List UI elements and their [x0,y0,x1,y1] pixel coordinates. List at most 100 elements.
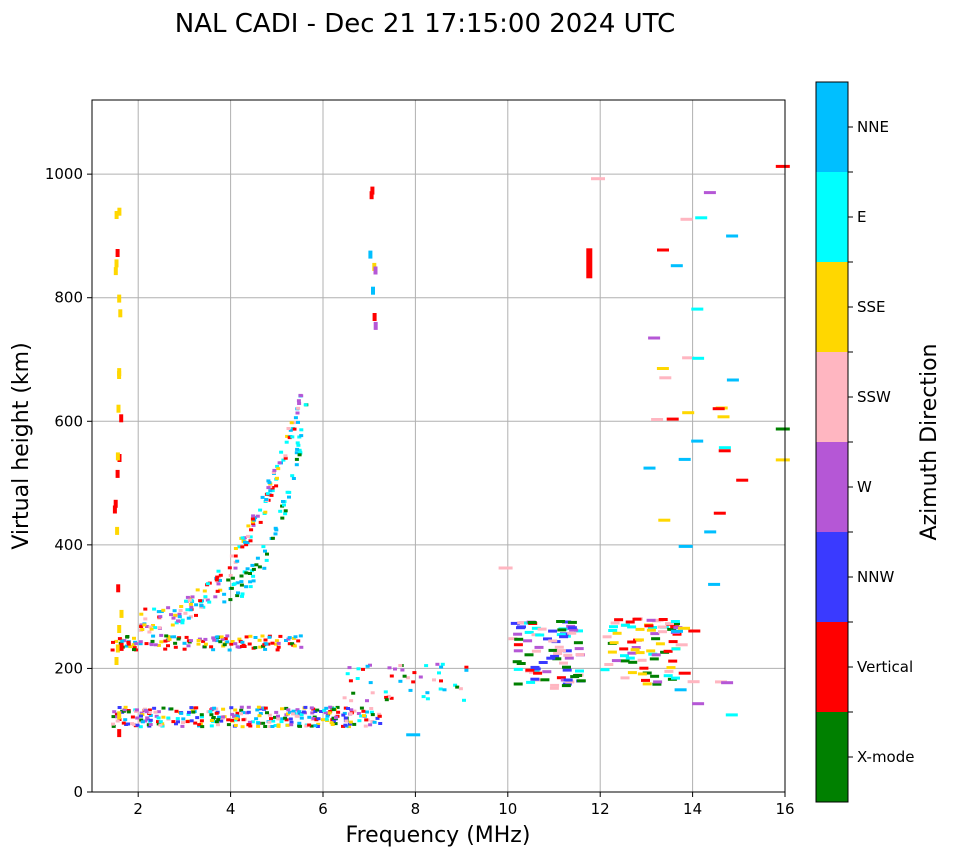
data-point [369,191,374,200]
data-point [176,720,180,724]
data-point [713,511,726,515]
data-point [182,647,187,651]
data-point [189,719,194,723]
data-point [324,717,329,721]
data-point [173,641,178,645]
data-point [178,609,183,612]
data-point [276,714,280,718]
data-point [260,495,265,499]
data-point [356,667,361,671]
chart-title: NAL CADI - Dec 21 17:15:00 2024 UTC [175,9,675,39]
x-axis-label: Frequency (MHz) [346,823,531,848]
data-point [418,675,423,679]
data-point [704,530,717,534]
data-point [271,471,276,474]
data-point [115,469,120,478]
data-point [134,648,139,652]
data-point [244,635,249,639]
data-point [530,669,540,672]
data-point [263,510,268,514]
data-point [537,627,547,631]
data-point [726,234,739,238]
colorbar-frame [815,81,849,803]
data-point [328,705,333,709]
data-point [199,713,204,717]
data-point [574,629,583,633]
data-point [625,620,635,624]
data-point [132,636,136,640]
data-point [406,733,421,737]
data-point [524,653,534,657]
data-point [240,725,245,729]
data-point [564,656,574,660]
data-point [687,680,700,684]
data-point [189,639,193,643]
data-point [368,663,372,667]
data-point [135,723,140,727]
data-point [718,446,731,450]
data-point [130,722,135,726]
data-point [653,680,663,684]
data-point [682,411,695,415]
data-point [663,674,673,678]
data-point [148,723,153,726]
data-point [111,640,115,644]
data-point [651,653,661,657]
data-point [235,581,240,585]
data-point [703,191,716,195]
colorbar-tick-label: W [857,478,872,496]
data-point [573,641,583,645]
data-point [267,635,272,639]
data-point [512,660,522,664]
data-point [517,621,527,625]
x-axis: 2 4 6 8 10 12 14 16 [133,792,795,818]
data-point [184,599,188,603]
data-point [538,661,548,664]
data-point [371,286,375,295]
data-point [652,682,662,686]
data-point [130,715,135,719]
data-point [348,720,353,724]
data-point [186,712,191,716]
data-point [708,582,721,586]
y-tick-label: 800 [54,289,83,307]
colorbar-segment [816,712,848,802]
data-point [225,634,230,638]
data-point [657,625,667,629]
data-point [248,539,253,543]
data-point [230,576,235,580]
data-point [573,674,583,677]
colorbar-segment [816,352,848,442]
data-point [307,723,312,727]
data-point [113,499,118,508]
data-point [375,716,380,720]
data-point [218,573,223,577]
data-point [370,691,375,695]
data-point [567,626,577,630]
data-point [143,607,148,611]
data-point [111,722,115,726]
data-point [575,669,584,673]
data-point [517,625,526,629]
data-point [118,309,123,318]
data-point [113,267,118,276]
data-point [248,535,253,539]
data-point [343,706,348,710]
data-point [297,453,302,457]
data-point [516,662,526,665]
data-point [619,647,629,651]
data-point [692,702,705,706]
data-point [303,705,308,709]
data-point [298,634,303,638]
data-point [668,659,678,663]
data-point [370,186,375,195]
data-point [250,720,255,724]
data-point [112,505,117,514]
data-point [721,681,734,685]
data-point [194,706,199,710]
data-point [223,637,228,641]
data-point [602,635,612,639]
data-point [203,637,208,641]
data-point [405,676,410,680]
data-point [635,627,645,631]
